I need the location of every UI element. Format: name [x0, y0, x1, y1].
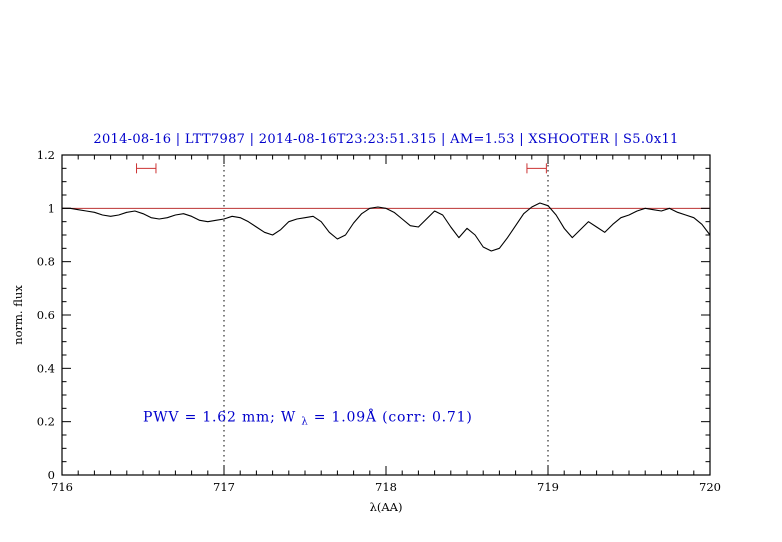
spectrum-line [62, 202, 711, 252]
x-tick-label: 718 [375, 480, 397, 494]
pwv-annotation-sub: λ [301, 417, 308, 428]
y-tick-label: 1 [48, 201, 55, 215]
y-tick-label: 0.2 [37, 415, 55, 429]
x-tick-label: 720 [699, 480, 721, 494]
x-tick-label: 716 [51, 480, 73, 494]
y-axis-label: norm. flux [11, 285, 25, 345]
y-tick-label: 1.2 [37, 148, 55, 162]
y-tick-label: 0.4 [37, 361, 55, 375]
pwv-annotation-prefix: PWV = 1.62 mm; W [143, 410, 296, 426]
y-tick-label: 0.8 [37, 255, 55, 269]
pwv-annotation: PWV = 1.62 mm; W λ = 1.09Å (corr: 0.71) [143, 408, 473, 429]
x-tick-label: 719 [537, 480, 559, 494]
y-tick-label: 0.6 [37, 308, 55, 322]
pwv-annotation-suffix: = 1.09Å (corr: 0.71) [314, 408, 473, 426]
x-tick-label: 717 [213, 480, 235, 494]
plot-title: 2014-08-16 | LTT7987 | 2014-08-16T23:23:… [93, 132, 679, 147]
y-tick-label: 0 [48, 468, 55, 482]
plot-frame [61, 154, 711, 476]
plot-render-layer: 716 717 718 719 720 0 0.2 0.4 0.6 0.8 1 1.2 [37, 148, 721, 494]
x-axis-label: λ(AA) [370, 500, 403, 514]
